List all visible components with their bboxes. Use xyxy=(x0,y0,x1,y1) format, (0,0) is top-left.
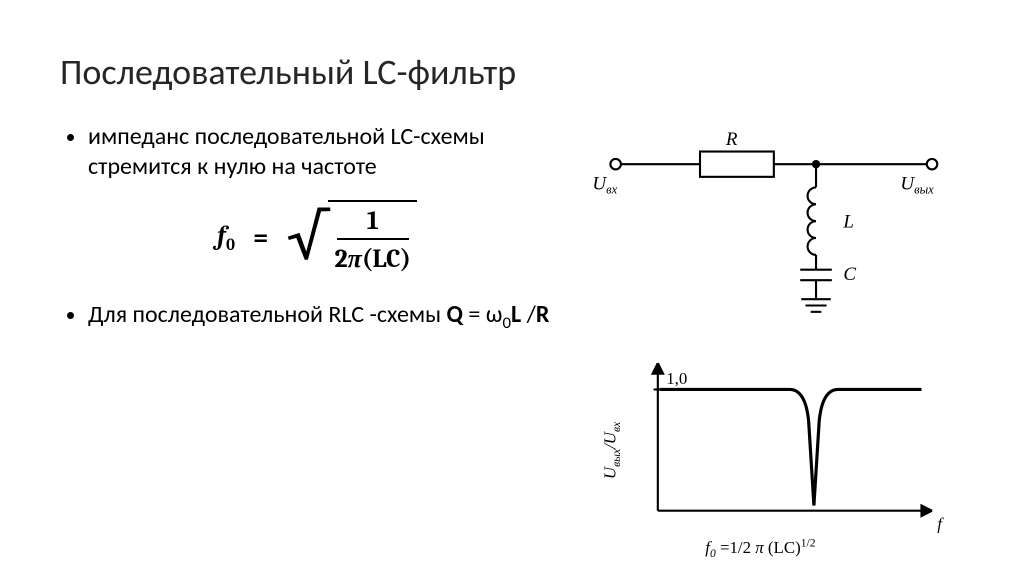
formula-denom-2: 2 xyxy=(334,244,347,274)
formula-pi: π xyxy=(348,244,362,274)
page-title: Последовательный LC-фильтр xyxy=(60,50,964,94)
bullet-1: импеданс последовательной LC-схемы стрем… xyxy=(88,122,574,182)
formula-lhs-sub: 0 xyxy=(226,236,235,255)
frequency-response-graph: Uвых/Uвх 1,0 f f0 =1/2 π (LC)1/2 xyxy=(584,342,964,563)
bullet2-eq: = xyxy=(463,300,486,329)
circuit-l-label: L xyxy=(843,211,855,232)
resonance-formula: f0 = √ 1 2π(LC) xyxy=(60,200,574,276)
left-column: импеданс последовательной LC-схемы стрем… xyxy=(60,122,584,564)
circuit-uout-label: Uвых xyxy=(901,173,935,196)
bullet2-omega: ω xyxy=(486,300,503,329)
graph-caption: f0 =1/2 π (LC)1/2 xyxy=(706,537,816,561)
right-column: R L C Uвх Uвых xyxy=(584,122,964,564)
graph-xlabel: f xyxy=(938,515,945,534)
bullet2-q: Q xyxy=(446,300,462,329)
formula-paren-close: ) xyxy=(400,244,411,274)
graph-ytick-1: 1,0 xyxy=(667,370,688,389)
circuit-r-label: R xyxy=(725,129,738,150)
bullet2-omega-sub: 0 xyxy=(502,312,511,333)
formula-lc: LC xyxy=(372,244,400,274)
bullet2-r: R xyxy=(536,300,550,329)
sqrt-icon: √ xyxy=(286,204,328,280)
circuit-uin-label: Uвх xyxy=(593,173,618,196)
formula-numerator: 1 xyxy=(337,206,409,240)
circuit-c-label: C xyxy=(844,264,857,285)
circuit-diagram: R L C Uвх Uвых xyxy=(584,122,964,322)
bullet2-prefix: Для последовательной RLC -схемы xyxy=(88,300,446,329)
formula-paren-open: ( xyxy=(362,244,373,274)
graph-ylabel: Uвых/Uвх xyxy=(601,421,623,479)
formula-eq: = xyxy=(253,223,268,253)
bullet-2: Для последовательной RLC -схемы Q = ω0L … xyxy=(88,300,574,333)
bullet2-slash: / xyxy=(521,300,536,329)
formula-lhs-base: f xyxy=(217,221,226,251)
bullet2-l: L xyxy=(511,300,521,329)
